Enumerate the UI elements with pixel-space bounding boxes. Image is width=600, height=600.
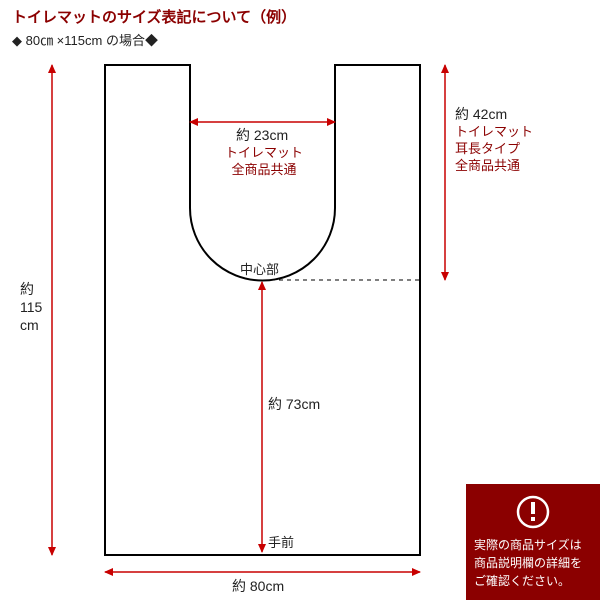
label-cutout-width: 約 23cm <box>236 126 288 144</box>
warning-line2: 商品説明欄の詳細を <box>474 554 592 572</box>
label-center: 中心部 <box>240 262 279 279</box>
label-overall-width: 約 80cm <box>232 577 284 595</box>
label-overall-height: 約 115 cm <box>20 280 42 335</box>
label-front: 手前 <box>268 535 294 552</box>
warning-box: 実際の商品サイズは 商品説明欄の詳細を ご確認ください。 <box>466 484 600 600</box>
label-cutout-note: トイレマット 全商品共通 <box>225 145 303 179</box>
label-ear-note: トイレマット 耳長タイプ 全商品共通 <box>455 124 533 175</box>
label-center-to-front: 約 73cm <box>268 395 320 413</box>
warning-icon <box>474 494 592 530</box>
warning-line1: 実際の商品サイズは <box>474 536 592 554</box>
warning-line3: ご確認ください。 <box>474 572 592 590</box>
label-ear-height: 約 42cm <box>455 105 507 123</box>
